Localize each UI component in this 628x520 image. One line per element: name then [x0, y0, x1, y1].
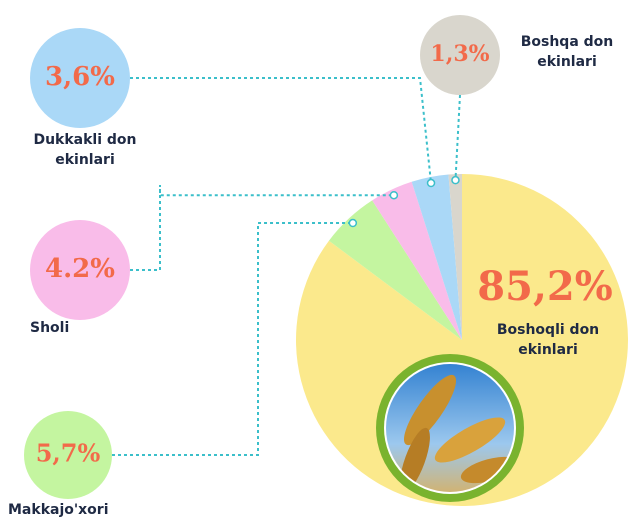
value-label: 1,3% [430, 41, 489, 67]
category-label: Boshoqli don ekinlari [488, 320, 608, 360]
category-label: Makkajo'xori [8, 500, 138, 520]
chart: 85,2% 5,7% 4.2% 3,6% 1,3% [0, 0, 628, 520]
connector-dot [428, 180, 435, 187]
value-label: 3,6% [45, 62, 115, 92]
connector [455, 95, 460, 180]
value-label: 4.2% [45, 254, 115, 284]
category-label: Boshqa don ekinlari [512, 32, 622, 72]
value-label: 85,2% [477, 263, 612, 310]
wheat-photo [376, 354, 524, 502]
value-label: 5,7% [36, 439, 101, 468]
connector-dot [349, 220, 356, 227]
category-label: Sholi [30, 318, 110, 338]
infographic: 85,2% 5,7% 4.2% 3,6% 1,3% Boshoqli don ekinl… [0, 0, 628, 520]
connector-dot [390, 192, 397, 199]
connector-dot [452, 177, 459, 184]
connector [130, 78, 431, 183]
category-label: Dukkakli don ekinlari [20, 130, 150, 170]
